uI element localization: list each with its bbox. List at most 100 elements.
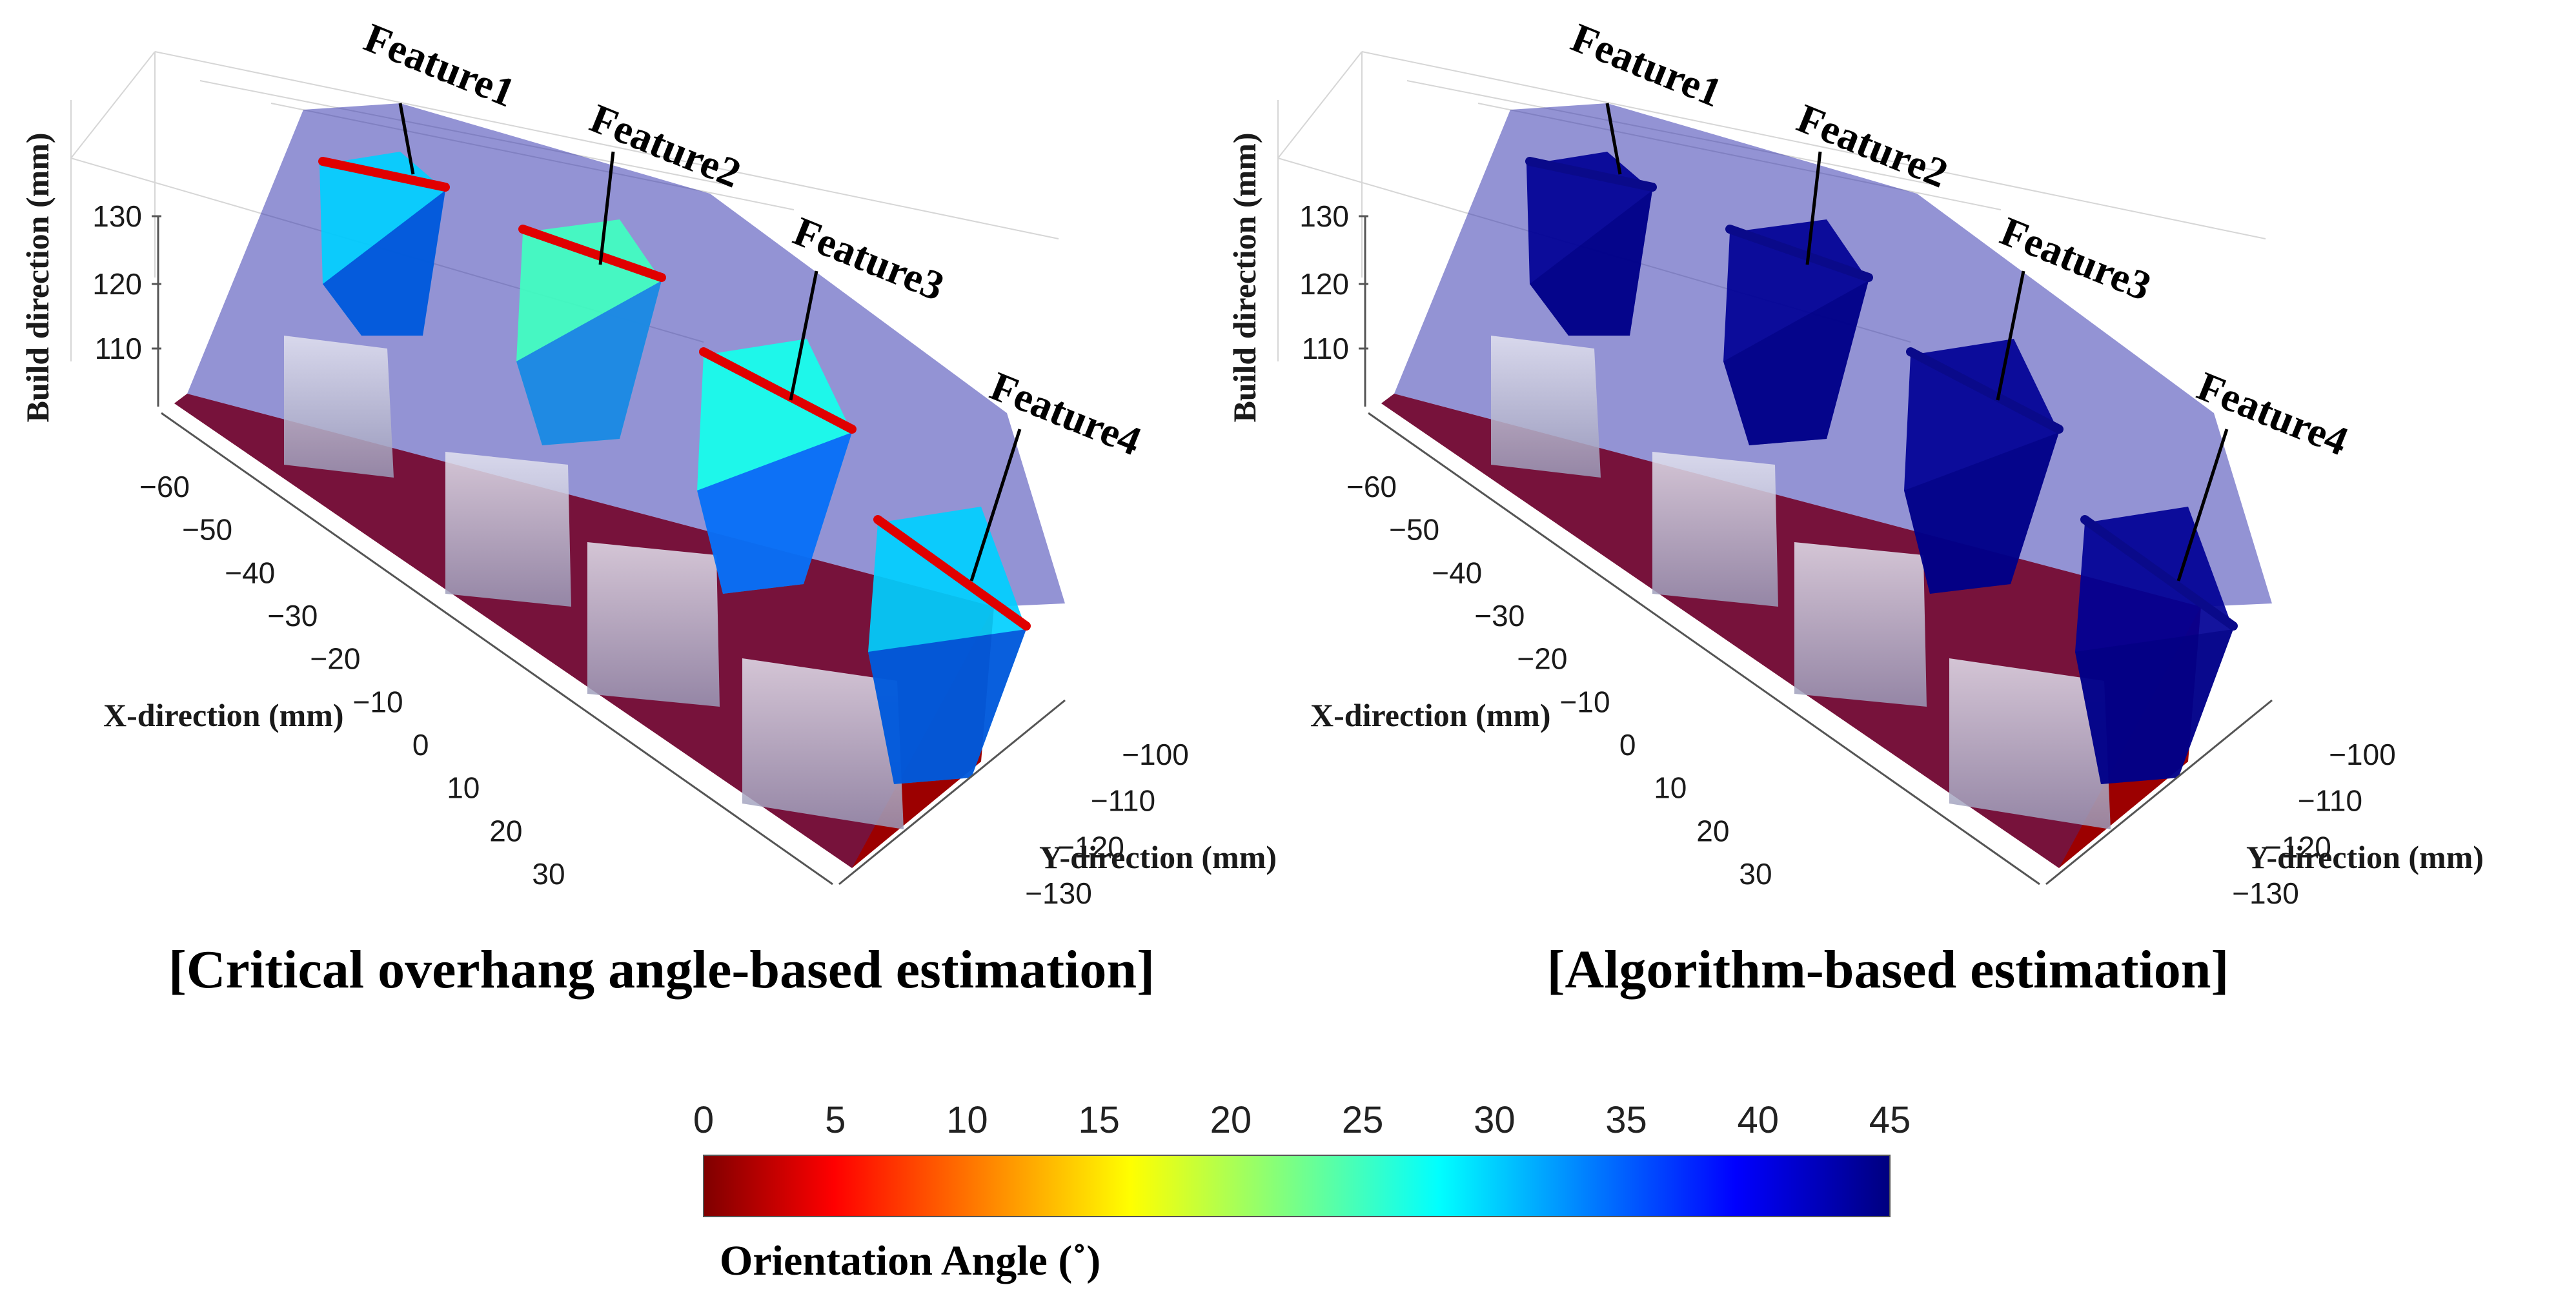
colorbar-tick-label: 15 (1078, 1099, 1120, 1141)
y-tick-label: −130 (2232, 876, 2299, 910)
feature-side (1904, 432, 2059, 594)
x-tick-label: −60 (1346, 470, 1397, 503)
axes: 130 120 110 Build direction (mm) −60 −50 −40 −3… (19, 132, 1277, 910)
z-tick-label: 120 (92, 267, 142, 301)
feature-side (516, 281, 662, 445)
x-tick-label: −40 (1432, 556, 1482, 589)
y-axis-label: Y-direction (mm) (2246, 839, 2484, 875)
feature-pocket (445, 452, 571, 607)
feature-ridge (318, 157, 450, 192)
x-tick-label: −20 (1517, 642, 1567, 676)
x-tick-label: 20 (489, 814, 522, 847)
y-tick-label: −110 (2298, 784, 2362, 818)
z-tick-label: 110 (1302, 332, 1349, 365)
x-tick-label: −10 (1560, 685, 1610, 718)
feature-ridge (1525, 157, 1657, 192)
x-tick-label: −40 (225, 556, 275, 589)
feature-ridge (699, 347, 857, 434)
colorbar-ticks: 0 5 10 15 20 25 30 35 40 45 (693, 1099, 1911, 1141)
feature-label: Feature1 (1565, 14, 1729, 116)
feature-leader-line (789, 270, 818, 401)
colorbar-tick-label: 35 (1605, 1099, 1647, 1141)
y-tick-label: −100 (2329, 738, 2396, 771)
colorbar-tick-label: 0 (693, 1099, 714, 1141)
feature-1: Feature1 (1525, 14, 1729, 336)
feature-pocket (1794, 542, 1927, 707)
caption-left: [Critical overhang angle-based estimatio… (168, 940, 1155, 1000)
feature-leader-line (398, 103, 415, 175)
feature-leader-line (1605, 103, 1622, 175)
caption-right: [Algorithm-based estimation] (1547, 940, 2229, 1000)
x-tick-label: −20 (310, 642, 360, 676)
z-tick-label: 110 (95, 332, 142, 365)
colorbar-tick-label: 45 (1869, 1099, 1911, 1141)
grid-line (1361, 51, 2266, 239)
y-axis-line (2045, 699, 2273, 885)
x-axis-line (1368, 412, 2040, 885)
feature-pocket (742, 658, 904, 829)
x-axis-label: X-direction (mm) (103, 697, 344, 733)
grid-line (1277, 51, 1363, 159)
feature-leader-line (2176, 429, 2229, 582)
feature-side (323, 190, 445, 336)
x-tick-label: 30 (1739, 857, 1772, 891)
colorbar: 0 5 10 15 20 25 30 35 40 45 Orientation Angle (˚) (693, 1099, 1911, 1284)
panel-algorithm: Feature1Feature2Feature3Feature413012011… (1226, 14, 2484, 910)
x-axis-label: X-direction (mm) (1310, 697, 1551, 733)
panel-critical-overhang: Feature1Feature2Feature3Feature413012011… (19, 14, 1277, 910)
grid-line (154, 51, 1059, 239)
feature-pocket (587, 542, 720, 707)
colorbar-tick-label: 30 (1474, 1099, 1516, 1141)
x-tick-label: −10 (353, 685, 403, 718)
x-tick-label: 0 (412, 728, 429, 762)
x-tick-label: −30 (267, 599, 318, 632)
x-tick-label: 10 (447, 771, 480, 805)
feature-ridge (1725, 225, 1873, 282)
feature-side (2075, 629, 2233, 784)
x-tick-label: −60 (139, 470, 190, 503)
feature-label: Feature1 (358, 14, 522, 116)
colorbar-tick-label: 40 (1738, 1099, 1780, 1141)
y-tick-label: −120 (1057, 830, 1124, 864)
feature-leader-line (598, 151, 615, 265)
x-tick-label: 30 (532, 857, 565, 891)
feature-ridge (1906, 347, 2064, 434)
feature-side (1723, 281, 1869, 445)
feature-ridge (518, 225, 666, 282)
colorbar-tick-label: 25 (1342, 1099, 1384, 1141)
feature-pocket (1652, 452, 1778, 607)
feature-side (868, 629, 1026, 784)
feature-4: Feature4 (868, 363, 1148, 784)
feature-pocket (284, 336, 394, 478)
x-tick-label: 20 (1696, 814, 1729, 847)
feature-leader-line (969, 429, 1022, 582)
z-axis-label: Build direction (mm) (19, 132, 56, 422)
x-tick-label: −50 (182, 513, 232, 547)
y-axis-label: Y-direction (mm) (1039, 839, 1277, 875)
colorbar-label: Orientation Angle (˚) (720, 1237, 1100, 1284)
z-tick-label: 120 (1299, 267, 1349, 301)
feature-side (1530, 190, 1652, 336)
y-tick-label: −130 (1025, 876, 1092, 910)
z-axis-label: Build direction (mm) (1226, 132, 1263, 422)
x-tick-label: −30 (1474, 599, 1525, 632)
y-tick-label: −120 (2264, 830, 2331, 864)
feature-ridge (2080, 515, 2238, 631)
colorbar-tick-label: 5 (825, 1099, 846, 1141)
z-tick-label: 130 (92, 199, 142, 233)
x-tick-label: 10 (1654, 771, 1687, 805)
y-tick-label: −100 (1122, 738, 1189, 771)
x-tick-label: −50 (1389, 513, 1439, 547)
feature-2: Feature2 (1723, 95, 1954, 445)
grid-line (70, 51, 156, 159)
feature-side (697, 432, 852, 594)
feature-leader-line (1805, 151, 1822, 265)
feature-ridge (873, 515, 1031, 631)
z-tick-label: 130 (1299, 199, 1349, 233)
y-axis-line (838, 699, 1066, 885)
feature-leader-line (1996, 270, 2025, 401)
x-axis-line (161, 412, 833, 885)
x-tick-label: 0 (1619, 728, 1636, 762)
axes: 130 120 110 Build direction (mm) −60 −50 −40 −3… (1226, 132, 2484, 910)
